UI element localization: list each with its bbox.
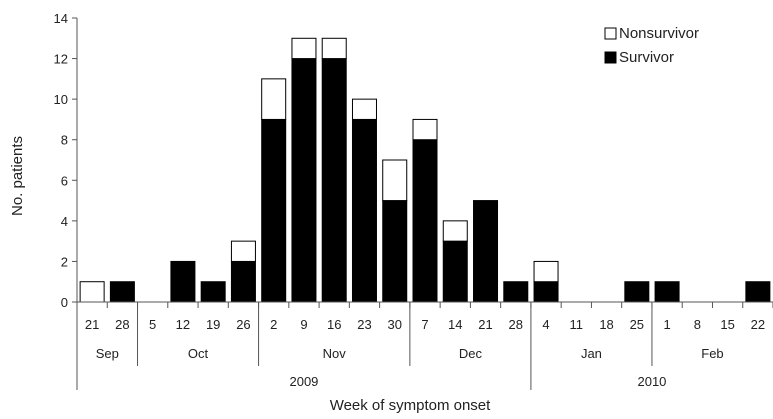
x-tick-label: 25 — [630, 317, 644, 332]
y-tick-label: 8 — [61, 133, 68, 148]
x-tick-label: 5 — [149, 317, 156, 332]
x-tick-label: 16 — [327, 317, 341, 332]
x-tick-label: 9 — [300, 317, 307, 332]
x-tick-label: 15 — [720, 317, 734, 332]
bar-survivor-5 — [230, 260, 256, 303]
month-label: Jan — [581, 346, 602, 361]
x-tick-label: 23 — [357, 317, 371, 332]
y-tick-label: 2 — [61, 254, 68, 269]
x-tick-label: 4 — [542, 317, 549, 332]
bar-survivor-9 — [351, 118, 377, 303]
bar-survivor-15 — [533, 281, 559, 303]
x-tick-label: 18 — [599, 317, 613, 332]
bar-nonsurvivor-0 — [79, 281, 105, 303]
x-tick-label: 12 — [176, 317, 190, 332]
month-label: Dec — [459, 346, 483, 361]
x-tick-label: 21 — [85, 317, 99, 332]
x-tick-label: 26 — [236, 317, 250, 332]
y-tick-label: 10 — [54, 92, 68, 107]
x-tick-label: 8 — [694, 317, 701, 332]
bar-survivor-19 — [654, 281, 680, 303]
legend-swatch-nonsurvivor — [604, 27, 617, 40]
x-tick-label: 14 — [448, 317, 462, 332]
x-tick-label: 22 — [751, 317, 765, 332]
legend: Nonsurvivor Survivor — [604, 25, 699, 66]
year-label: 2009 — [289, 374, 318, 389]
bar-nonsurvivor-6 — [261, 78, 287, 120]
bar-survivor-18 — [624, 281, 650, 303]
bar-nonsurvivor-5 — [230, 240, 256, 262]
x-tick-label: 7 — [421, 317, 428, 332]
bar-nonsurvivor-8 — [321, 37, 347, 60]
y-tick-label: 4 — [61, 214, 68, 229]
bar-nonsurvivor-11 — [412, 118, 438, 141]
month-label: Nov — [323, 346, 347, 361]
bar-survivor-7 — [291, 58, 317, 303]
x-tick-label: 2 — [270, 317, 277, 332]
bar-survivor-10 — [382, 200, 408, 303]
y-tick-label: 14 — [54, 11, 68, 26]
bar-survivor-12 — [442, 240, 468, 303]
bar-survivor-13 — [473, 200, 499, 303]
y-tick-label: 12 — [54, 52, 68, 67]
bar-survivor-4 — [200, 281, 226, 303]
bar-nonsurvivor-10 — [382, 159, 408, 202]
legend-swatch-survivor — [604, 51, 617, 64]
legend-label-nonsurvivor: Nonsurvivor — [619, 25, 699, 42]
bar-nonsurvivor-7 — [291, 37, 317, 60]
y-axis: 0 2 4 6 8 10 12 14 — [54, 11, 78, 310]
legend-label-survivor: Survivor — [619, 49, 674, 66]
bar-nonsurvivor-12 — [442, 220, 468, 242]
month-label: Feb — [701, 346, 723, 361]
x-tick-label: 11 — [570, 317, 584, 332]
x-tick-label: 21 — [478, 317, 492, 332]
x-axis: 21 28 5 12 19 26 2 9 16 23 30 7 14 21 28 4 11 18 25 1 8 15 22S… — [76, 301, 773, 390]
x-tick-label: 30 — [388, 317, 402, 332]
bar-survivor-14 — [503, 281, 529, 303]
y-tick-label: 0 — [61, 295, 68, 310]
bar-survivor-8 — [321, 58, 347, 303]
bar-survivor-11 — [412, 139, 438, 303]
x-tick-label: 28 — [115, 317, 129, 332]
bar-survivor-3 — [170, 260, 196, 303]
year-label: 2010 — [637, 374, 666, 389]
bar-survivor-1 — [109, 281, 135, 303]
x-axis-title: Week of symptom onset — [330, 397, 491, 414]
bars — [79, 37, 771, 303]
bar-survivor-6 — [261, 118, 287, 303]
bar-survivor-22 — [745, 281, 771, 303]
bar-nonsurvivor-9 — [351, 98, 377, 120]
x-tick-label: 19 — [206, 317, 220, 332]
y-axis-title: No. patients — [9, 136, 26, 216]
x-tick-label: 1 — [663, 317, 670, 332]
x-tick-label: 28 — [509, 317, 523, 332]
month-label: Sep — [96, 346, 119, 361]
y-tick-label: 6 — [61, 173, 68, 188]
bar-nonsurvivor-15 — [533, 260, 559, 283]
month-label: Oct — [188, 346, 209, 361]
